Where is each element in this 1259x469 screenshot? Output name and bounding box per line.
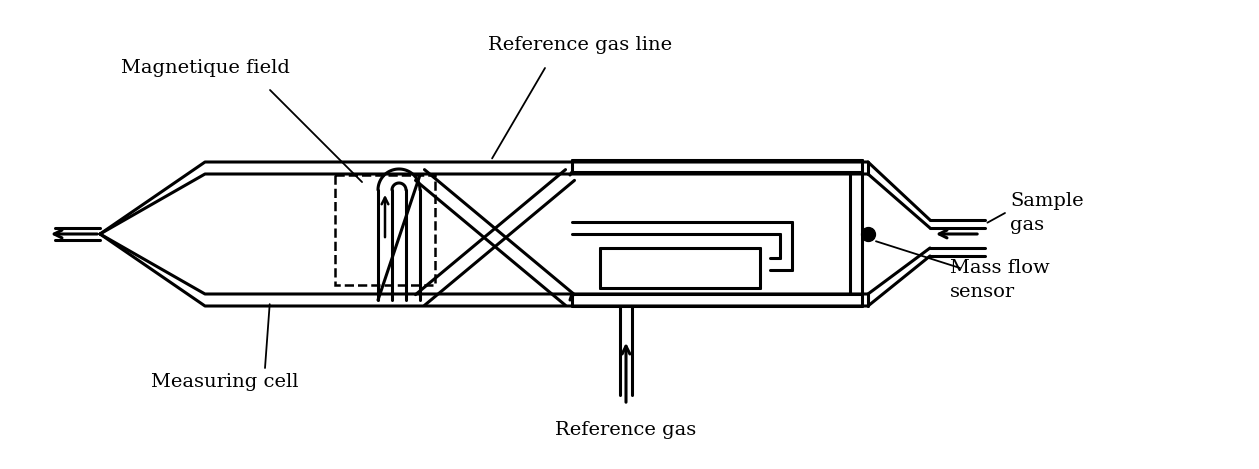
Text: Reference gas: Reference gas <box>555 421 696 439</box>
Text: Mass flow
sensor: Mass flow sensor <box>951 259 1050 301</box>
Text: Sample
gas: Sample gas <box>1010 192 1084 234</box>
Text: Measuring cell: Measuring cell <box>151 373 298 391</box>
Text: Magnetique field: Magnetique field <box>121 59 290 77</box>
Bar <box>335 175 436 285</box>
Text: Reference gas line: Reference gas line <box>488 36 672 54</box>
